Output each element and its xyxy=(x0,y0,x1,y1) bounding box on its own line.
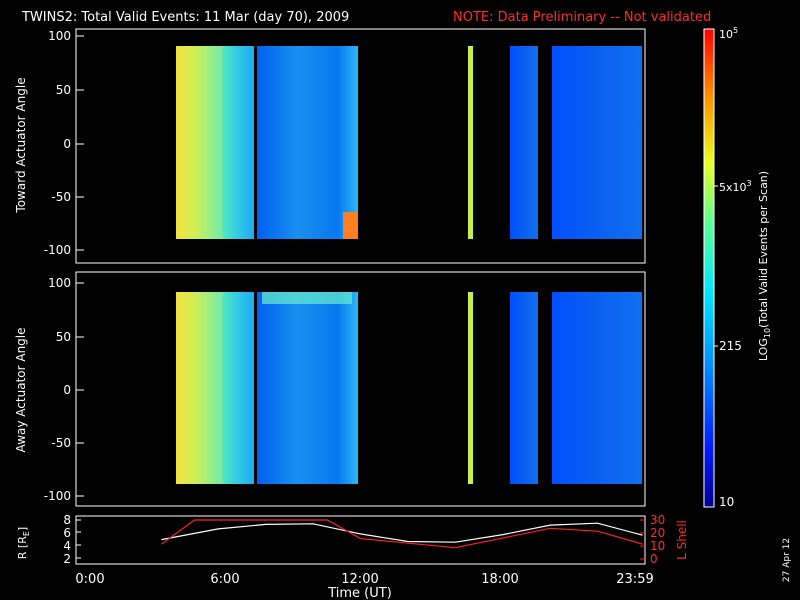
bottom-block-low-1 xyxy=(510,292,538,484)
bottom-block-low-2 xyxy=(552,292,642,484)
orbit-left-ticks: 8 6 4 2 xyxy=(63,513,81,566)
l-shell-trace xyxy=(161,519,643,549)
bottom-block-yellow xyxy=(176,292,223,484)
bottom-ylabel: Away Actuator Angle xyxy=(14,327,28,452)
bottom-yticks: 100 50 0 -50 -100 xyxy=(44,276,84,503)
colorbar-frame xyxy=(703,28,715,508)
x-axis: 0:00 6:00 12:00 18:00 23:59 Time (UT) xyxy=(75,572,653,600)
r-re-trace xyxy=(161,522,643,543)
colorbar-label: LOG10(Total Valid Events per Scan) xyxy=(757,171,772,361)
top-gap-line xyxy=(254,46,257,239)
bottom-ytick-label: -100 xyxy=(44,489,71,503)
xtick-label: 23:59 xyxy=(616,572,653,587)
orbit-axes-frame xyxy=(75,515,646,565)
colorbar-tick-215: 215 xyxy=(719,339,742,353)
colorbar: 105 5x103 215 10 LOG10(Total Valid Event… xyxy=(703,26,772,509)
bottom-top-streak xyxy=(262,292,352,304)
plot-title: TWINS2: Total Valid Events: 11 Mar (day … xyxy=(21,10,349,25)
orbit-left-tick-label: 2 xyxy=(63,552,71,566)
colorbar-tick-10: 10 xyxy=(719,495,734,509)
generation-date: 27 Apr 12 xyxy=(782,538,792,582)
colorbar-gradient xyxy=(704,29,714,507)
bottom-panel: 100 50 0 -50 -100 Away Actuator Angle xyxy=(14,271,646,507)
xtick-label: 0:00 xyxy=(75,572,104,587)
top-heatmap xyxy=(176,46,642,239)
top-block-mid xyxy=(257,46,358,239)
orbit-right-tick-label: 0 xyxy=(650,552,658,566)
bottom-ytick-label: 50 xyxy=(56,330,71,344)
top-block-low-1 xyxy=(510,46,538,239)
bottom-ytick-label: 0 xyxy=(63,383,71,397)
top-ytick-label: 100 xyxy=(48,29,71,43)
bottom-gap-line xyxy=(254,292,257,484)
top-ytick-label: -50 xyxy=(51,190,71,204)
orbit-right-tick-label: 10 xyxy=(650,539,665,553)
top-block-yellow xyxy=(176,46,223,239)
orbit-panel: 8 6 4 2 R [RE] 30 20 10 0 L Shell xyxy=(16,513,689,566)
bottom-heatmap xyxy=(176,292,642,484)
top-hot-spot xyxy=(343,212,358,239)
top-thin-band xyxy=(468,46,473,239)
orbit-left-tick-label: 4 xyxy=(63,539,71,553)
orbit-right-tick-label: 30 xyxy=(650,513,665,527)
xtick-label: 18:00 xyxy=(481,572,518,587)
bottom-ytick-label: -50 xyxy=(51,436,71,450)
top-ytick-label: 0 xyxy=(63,137,71,151)
x-axis-label: Time (UT) xyxy=(327,586,392,600)
top-panel: 100 50 0 -50 -100 Toward Actuator Angle xyxy=(14,28,646,264)
colorbar-tick-5e3: 5x103 xyxy=(719,179,752,194)
bottom-block-mid xyxy=(257,292,358,484)
top-axes-frame xyxy=(75,28,646,264)
orbit-right-label: L Shell xyxy=(675,520,689,560)
top-ytick-label: -100 xyxy=(44,243,71,257)
top-yticks: 100 50 0 -50 -100 xyxy=(44,29,84,257)
orbit-right-tick-label: 20 xyxy=(650,526,665,540)
orbit-left-label: R [RE] xyxy=(16,527,31,559)
preliminary-note: NOTE: Data Preliminary -- Not validated xyxy=(453,10,711,25)
top-ytick-label: 50 xyxy=(56,83,71,97)
bottom-thin-band xyxy=(468,292,473,484)
bottom-block-cyan xyxy=(223,292,255,484)
bottom-ytick-label: 100 xyxy=(48,276,71,290)
orbit-left-tick-label: 8 xyxy=(63,513,71,527)
top-block-cyan xyxy=(223,46,255,239)
orbit-left-tick-label: 6 xyxy=(63,526,71,540)
colorbar-tick-top: 105 xyxy=(719,26,738,41)
bottom-axes-frame xyxy=(75,271,646,507)
xtick-label: 6:00 xyxy=(210,572,239,587)
top-block-low-2 xyxy=(552,46,642,239)
orbit-right-ticks: 30 20 10 0 xyxy=(640,513,665,566)
top-ylabel: Toward Actuator Angle xyxy=(14,77,28,213)
xtick-label: 12:00 xyxy=(341,572,378,587)
